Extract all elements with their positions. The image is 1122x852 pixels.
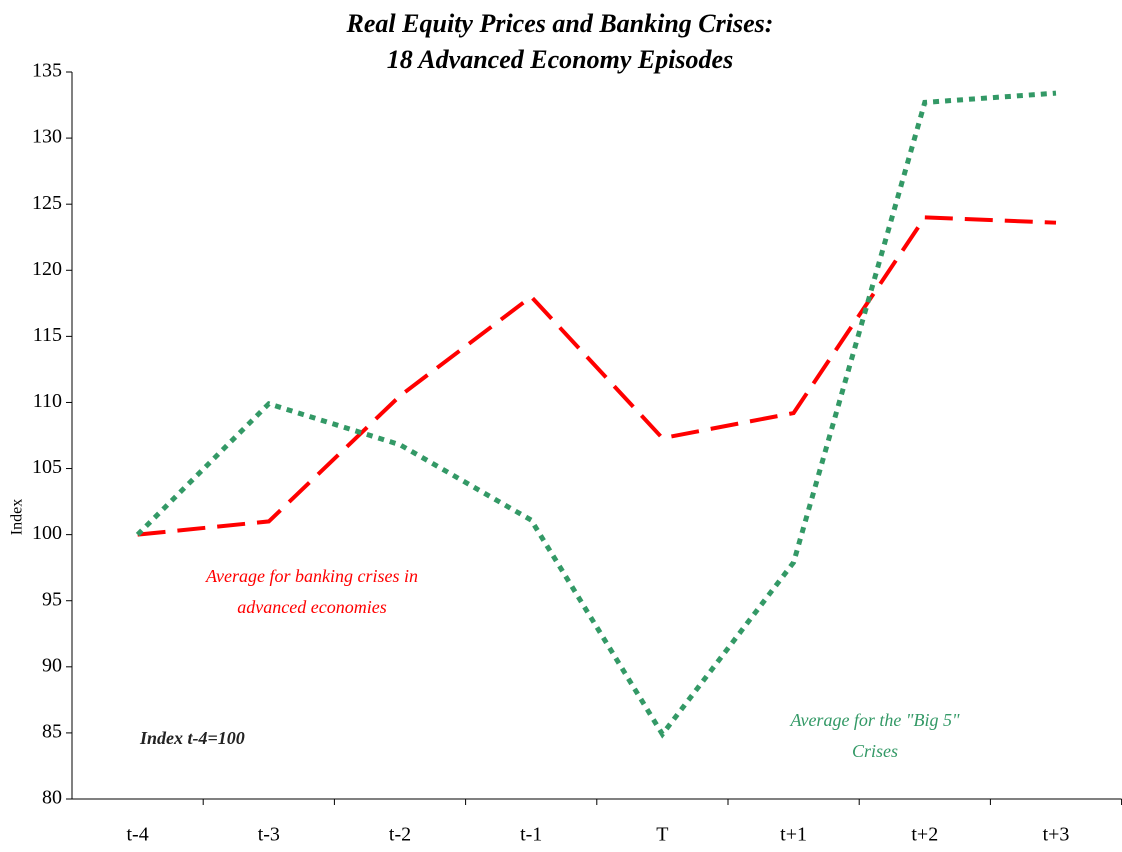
y-tick-label: 130 bbox=[32, 126, 62, 148]
chart-title: Real Equity Prices and Banking Crises: bbox=[346, 9, 774, 38]
x-tick-label: t-2 bbox=[389, 824, 411, 846]
legend-label: Crises bbox=[852, 741, 898, 761]
annotation: Index t-4=100 bbox=[139, 728, 245, 748]
x-tick-label: t+1 bbox=[780, 824, 807, 846]
x-tick-label: t-4 bbox=[126, 824, 148, 846]
series-line bbox=[135, 90, 1057, 739]
x-tick-label: t-3 bbox=[258, 824, 280, 846]
series-line bbox=[137, 215, 1057, 537]
chart-title: 18 Advanced Economy Episodes bbox=[387, 45, 733, 74]
legend-label: Average for the "Big 5" bbox=[789, 710, 960, 730]
y-tick-label: 120 bbox=[32, 258, 62, 280]
x-tick-label: t-1 bbox=[520, 824, 542, 846]
y-tick-label: 80 bbox=[42, 787, 62, 809]
y-tick-label: 115 bbox=[33, 324, 62, 346]
y-tick-label: 110 bbox=[33, 390, 62, 412]
y-tick-label: 125 bbox=[32, 192, 62, 214]
legend-label: Average for banking crises in bbox=[205, 566, 418, 586]
x-tick-label: t+2 bbox=[911, 824, 938, 846]
legend-label: advanced economies bbox=[237, 597, 386, 617]
y-tick-label: 100 bbox=[32, 522, 62, 544]
y-axis-label: Index bbox=[9, 499, 26, 535]
x-tick-label: T bbox=[656, 824, 668, 846]
x-tick-label: t+3 bbox=[1043, 824, 1070, 846]
y-tick-label: 90 bbox=[42, 654, 62, 676]
y-tick-label: 135 bbox=[32, 60, 62, 82]
y-tick-label: 85 bbox=[42, 721, 62, 743]
y-tick-label: 105 bbox=[32, 456, 62, 478]
y-tick-label: 95 bbox=[42, 588, 62, 610]
